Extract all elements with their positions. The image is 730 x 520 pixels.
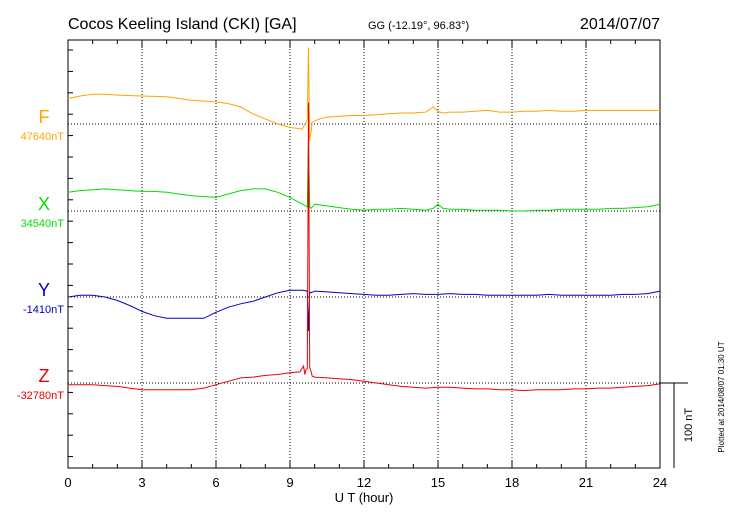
series-line-f bbox=[67, 47, 660, 142]
date-label: 2014/07/07 bbox=[580, 16, 660, 33]
series bbox=[67, 47, 661, 392]
component-labels: F 47640nT X 34540nT Y -1410nT Z -32780nT bbox=[17, 107, 64, 402]
x-tick-label: 18 bbox=[505, 475, 519, 490]
x-tick-label: 24 bbox=[653, 475, 667, 490]
x-tick-label: 0 bbox=[64, 475, 71, 490]
plotted-timestamp: Plotted at 2014/08/07 01:30 UT bbox=[717, 341, 726, 452]
x-tick-label: 21 bbox=[579, 475, 593, 490]
x-tick-label: 15 bbox=[431, 475, 445, 490]
series-line-z bbox=[68, 102, 661, 392]
x-axis-label: U T (hour) bbox=[335, 490, 394, 505]
component-name-z: Z bbox=[39, 366, 50, 386]
series-line-x bbox=[67, 138, 661, 212]
x-tick-label: 6 bbox=[212, 475, 219, 490]
component-name-y: Y bbox=[38, 280, 50, 300]
baseline-value-x: 34540nT bbox=[21, 218, 65, 230]
grid bbox=[141, 40, 587, 468]
scale-bar-label: 100 nT bbox=[683, 408, 695, 443]
component-name-f: F bbox=[39, 107, 50, 127]
station-title: Cocos Keeling Island (CKI) [GA] bbox=[68, 16, 297, 33]
component-name-x: X bbox=[38, 194, 50, 214]
baseline-value-y: -1410nT bbox=[23, 304, 64, 316]
x-tick-label: 9 bbox=[286, 475, 293, 490]
series-line-y bbox=[67, 289, 661, 332]
x-tick-label: 3 bbox=[138, 475, 145, 490]
baseline-value-f: 47640nT bbox=[21, 131, 65, 143]
ticks: 0 3 6 9 12 15 18 21 24 bbox=[64, 40, 667, 490]
scale-bar: 100 nT bbox=[660, 382, 695, 468]
geo-coordinates: GG (-12.19°, 96.83°) bbox=[368, 20, 469, 32]
x-tick-label: 12 bbox=[357, 475, 371, 490]
baseline-value-z: -32780nT bbox=[17, 390, 64, 402]
